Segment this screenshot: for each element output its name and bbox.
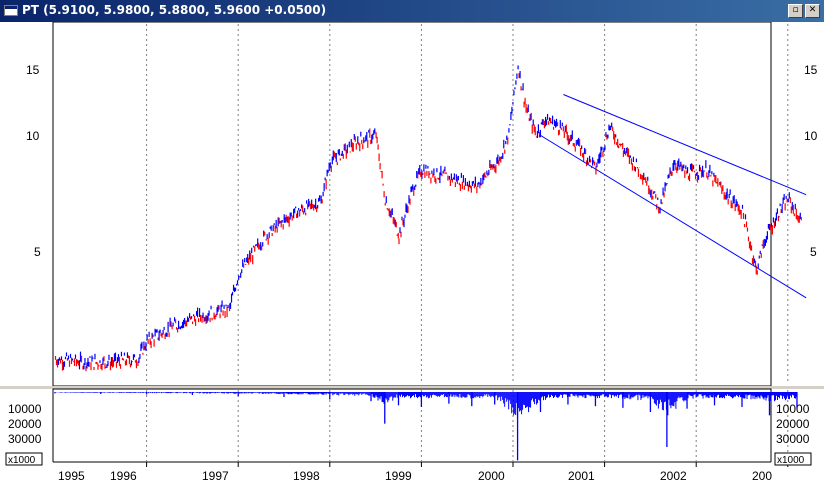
volume-tick-right-10000: 10000	[776, 402, 810, 416]
date-label-2001: 2001	[568, 469, 595, 483]
volume-unit-left: x1000	[8, 455, 36, 466]
price-tick-right-15: 15	[804, 63, 818, 77]
window-app-icon[interactable]	[4, 5, 18, 16]
minimize-icon: ▫	[792, 5, 799, 15]
date-label-1996: 1996	[110, 469, 137, 483]
minimize-button[interactable]: ▫	[788, 4, 803, 18]
price-tick-right-5: 5	[810, 245, 817, 259]
volume-tick-right-30000: 30000	[776, 432, 810, 446]
volume-unit-box-right	[774, 452, 812, 466]
trend-channel-upper[interactable]	[563, 94, 807, 196]
volume-axis-ticks: 10000 20000 30000 10000 20000 30000 x100…	[5, 402, 812, 466]
date-label-2003: 200	[752, 469, 772, 483]
window-title: PT (5.9100, 5.9800, 5.8800, 5.9600 +0.05…	[22, 3, 327, 17]
date-label-2000: 2000	[478, 469, 505, 483]
window-title-bar[interactable]: PT (5.9100, 5.9800, 5.8800, 5.9600 +0.05…	[0, 0, 824, 22]
price-tick-left-10: 10	[26, 129, 40, 143]
volume-plot-frame	[52, 388, 772, 463]
volume-series	[54, 392, 798, 461]
volume-tick-right-20000: 20000	[776, 417, 810, 431]
date-label-2002: 2002	[660, 469, 687, 483]
volume-tick-left-10000: 10000	[8, 402, 42, 416]
date-label-1999: 1999	[385, 469, 412, 483]
date-axis-strip	[0, 462, 824, 487]
date-label-1997: 1997	[202, 469, 229, 483]
close-icon: ✕	[808, 5, 817, 15]
trend-channel-lower[interactable]	[540, 134, 807, 299]
volume-tick-left-20000: 20000	[8, 417, 42, 431]
volume-unit-box-left	[5, 452, 43, 466]
volume-tick-left-30000: 30000	[8, 432, 42, 446]
volume-unit-right: x1000	[777, 455, 805, 466]
panel-separator	[0, 386, 824, 389]
price-tick-left-5: 5	[34, 245, 41, 259]
price-tick-left-15: 15	[26, 63, 40, 77]
price-axis-ticks: 15 10 5 15 10 5	[26, 63, 818, 259]
close-button[interactable]: ✕	[805, 4, 820, 18]
date-label-1998: 1998	[293, 469, 320, 483]
date-label-1995: 1995	[58, 469, 85, 483]
chart-area[interactable]: 15 10 5 15 10 5 10000 20000 30000 10000 …	[0, 22, 824, 487]
date-axis-labels: 1995 1996 1997 1998 1999 2000 2001 2002 …	[58, 469, 772, 483]
price-series	[54, 65, 802, 372]
trend-channel[interactable]	[540, 94, 807, 299]
price-tick-right-10: 10	[804, 129, 818, 143]
